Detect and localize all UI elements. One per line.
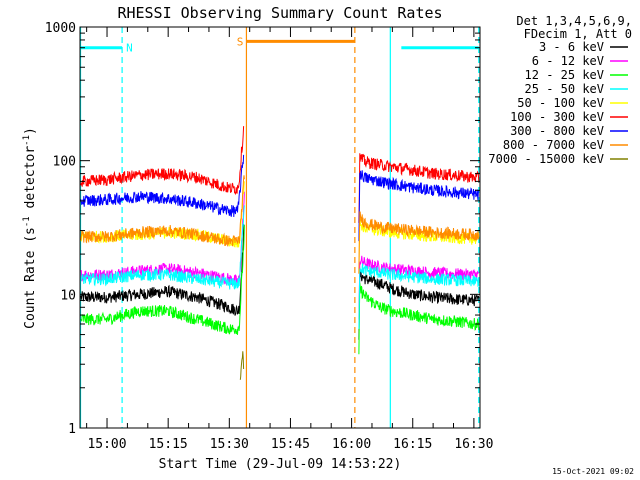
y-label-sup1: -1	[22, 216, 32, 227]
series-5-segment-0	[80, 126, 245, 196]
y-label-sup2: -1	[22, 135, 32, 146]
series-5-segment-1	[358, 153, 480, 223]
series-6	[80, 154, 480, 242]
series-3	[80, 205, 480, 329]
x-tick-label-2: 15:30	[210, 437, 249, 452]
chart-title: RHESSI Observing Summary Count Rates	[117, 4, 442, 22]
series-0-segment-1	[358, 269, 480, 340]
legend-header-line-1: Det 1,3,4,5,6,9,	[516, 14, 632, 28]
series-8	[239, 351, 245, 380]
legend: Det 1,3,4,5,6,9, FDecim 1, Att 0 3 - 6 k…	[488, 14, 632, 166]
series-5	[80, 126, 480, 223]
series-2-segment-0	[80, 225, 245, 335]
legend-entry-0: 3 - 6 keV	[539, 40, 604, 54]
y-label-mid: detector	[23, 146, 38, 217]
legend-entry-6: 300 - 800 keV	[510, 124, 604, 138]
y-tick-label-0: 1	[68, 422, 76, 437]
y-label-end: )	[23, 127, 38, 135]
legend-entry-7: 800 - 7000 keV	[503, 138, 604, 152]
y-tick-label-2: 100	[53, 155, 76, 170]
y-tick-label-3: 1000	[45, 21, 76, 36]
y-axis-label: Count Rate (s-1 detector-1)	[22, 127, 38, 329]
flag-label-0: N	[126, 42, 133, 55]
series-1	[80, 191, 479, 320]
flag-label-2: S	[237, 35, 244, 48]
plot-frame	[79, 26, 481, 429]
series-7-segment-0	[80, 175, 245, 247]
series-6-segment-1	[358, 170, 480, 242]
y-label-main: Count Rate (s	[23, 227, 38, 329]
legend-entry-1: 6 - 12 keV	[532, 54, 604, 68]
series-7-segment-1	[358, 211, 480, 274]
x-tick-label-1: 15:15	[149, 437, 188, 452]
x-tick-label-5: 16:15	[393, 437, 432, 452]
legend-entry-8: 7000 - 15000 keV	[488, 152, 604, 166]
timestamp: 15-Oct-2021 09:02	[552, 467, 634, 476]
x-tick-label-4: 16:00	[332, 437, 371, 452]
series-0	[80, 224, 480, 340]
series-6-segment-0	[80, 154, 245, 218]
series-2	[80, 225, 480, 355]
x-axis-label: Start Time (29-Jul-09 14:53:22)	[159, 457, 402, 472]
y-tick-label-1: 10	[60, 288, 76, 303]
series-3-segment-1	[358, 263, 480, 329]
series-2-segment-1	[358, 282, 480, 355]
legend-entry-2: 12 - 25 keV	[525, 68, 604, 82]
legend-entry-5: 100 - 300 keV	[510, 110, 604, 124]
x-tick-label-3: 15:45	[271, 437, 310, 452]
x-tick-label-6: 16:30	[454, 437, 493, 452]
legend-entry-4: 50 - 100 keV	[517, 96, 604, 110]
x-tick-label-0: 15:00	[87, 437, 126, 452]
legend-header-line-2: FDecim 1, Att 0	[524, 27, 632, 41]
series-8-segment-0	[239, 351, 245, 380]
series-0-segment-0	[80, 224, 245, 316]
series-1-segment-1	[358, 255, 479, 320]
legend-entry-3: 25 - 50 keV	[525, 82, 604, 96]
series-3-segment-0	[80, 205, 245, 290]
series-7	[80, 175, 480, 274]
